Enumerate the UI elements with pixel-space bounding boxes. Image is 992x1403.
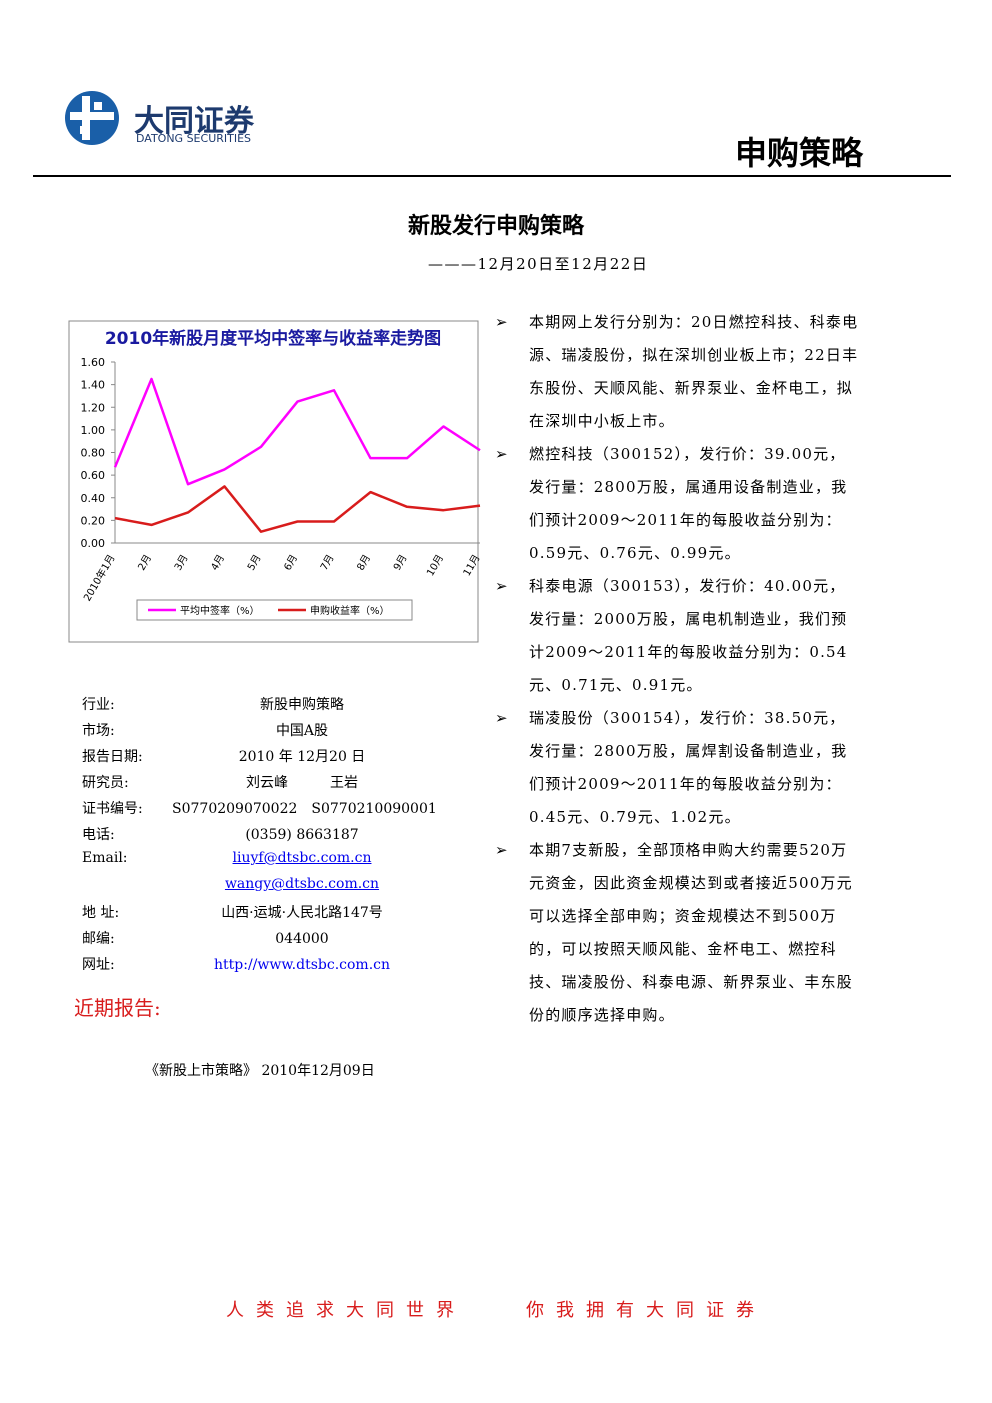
bullet-marker: ➢	[495, 709, 509, 727]
y-tick-label: 0.60	[81, 469, 106, 482]
bullet-text: 瑞凌股份（300154），发行价：38.50元，发行量：2800万股，属焊割设备…	[529, 709, 848, 826]
info-label: 电话:	[82, 827, 115, 843]
logo-cn: 大同证券	[134, 104, 254, 139]
bullet-text: 燃控科技（300152），发行价：39.00元，发行量：2800万股，属通用设备…	[529, 445, 848, 562]
bullet-marker: ➢	[495, 313, 509, 331]
bullet: ➢ 燃控科技（300152），发行价：39.00元，发行量：2800万股，属通用设…	[495, 438, 860, 570]
info-value: liuyf@dtsbc.com.cn	[232, 850, 372, 866]
info-row: 地 址: 山西·运城·人民北路147号	[82, 902, 432, 928]
bullet-list: ➢ 本期网上发行分别为：20日燃控科技、科泰电源、瑞凌股份，拟在深圳创业板上市；2…	[495, 306, 860, 1032]
logo-en: DATONG SECURITIES	[136, 132, 252, 145]
info-value: S0770209070022 S0770210090001	[172, 801, 437, 817]
bullet-text: 本期7支新股，全部顶格申购大约需要520万元资金，因此资金规模达到或者接近500…	[529, 841, 854, 1024]
info-table: 行业: 新股申购策略市场: 中国A股报告日期: 2010 年 12月20 日研究员: 刘…	[82, 694, 437, 980]
info-row: 研究员: 刘云峰 王岩	[82, 772, 432, 798]
info-row: 证书编号: S0770209070022 S0770210090001	[82, 798, 437, 824]
info-label: 研究员:	[82, 775, 129, 791]
info-value: (0359) 8663187	[245, 827, 359, 843]
info-label: Email:	[82, 850, 128, 866]
y-tick-label: 0.40	[81, 492, 106, 505]
chart: 2010年新股月度平均中签率与收益率走势图 0.00 0.20 0.40 0.60 0.…	[68, 320, 483, 643]
info-value: 044000	[275, 931, 329, 947]
legend-label: 申购收益率（%）	[310, 604, 390, 617]
series-line	[114, 485, 481, 533]
series-line	[113, 377, 481, 486]
info-value: 新股申购策略	[260, 697, 344, 713]
chart-frame	[68, 320, 479, 643]
info-label: 市场:	[82, 723, 115, 739]
info-label: 证书编号:	[82, 801, 143, 817]
y-tick-label: 1.40	[81, 379, 106, 392]
bullet: ➢ 瑞凌股份（300154），发行价：38.50元，发行量：2800万股，属焊割设…	[495, 702, 860, 834]
info-value: 山西·运城·人民北路147号	[221, 905, 383, 921]
recent-item: 《新股上市策略》 2010年12月09日	[145, 1063, 375, 1079]
bullet: ➢ 本期网上发行分别为：20日燃控科技、科泰电源、瑞凌股份，拟在深圳创业板上市；2…	[495, 306, 860, 438]
bullet-marker: ➢	[495, 445, 509, 463]
header-rule	[33, 175, 951, 177]
logo-icon	[65, 91, 119, 145]
info-label: 地 址:	[82, 905, 120, 921]
chart-title: 2010年新股月度平均中签率与收益率走势图	[105, 328, 441, 349]
info-value: 中国A股	[275, 723, 329, 739]
info-value: wangy@dtsbc.com.cn	[224, 876, 380, 892]
y-tick-label: 0.80	[81, 447, 106, 460]
info-label: 报告日期:	[82, 749, 143, 765]
y-tick-label: 1.00	[81, 424, 106, 437]
doc-title: 新股发行申购策略	[407, 214, 584, 239]
info-value: 刘云峰 王岩	[246, 775, 358, 791]
bullet-marker: ➢	[495, 841, 509, 859]
recent-heading: 近期报告:	[74, 996, 161, 1020]
info-row: Email: liuyf@dtsbc.com.cn	[82, 850, 432, 876]
category: 申购策略	[735, 134, 864, 172]
info-value: 2010 年 12月20 日	[238, 749, 366, 765]
y-tick-label: 0.00	[81, 537, 106, 550]
bullet-text: 科泰电源（300153），发行价：40.00元，发行量：2000万股，属电机制造…	[529, 577, 848, 694]
y-tick-label: 0.20	[81, 514, 106, 527]
info-row: 报告日期: 2010 年 12月20 日	[82, 746, 432, 772]
doc-subtitle: ———12月20日至12月22日	[428, 255, 649, 273]
info-label: 行业:	[82, 697, 115, 713]
legend-label: 平均中签率（%）	[180, 604, 260, 617]
info-label: 网址:	[82, 957, 115, 973]
info-row: 网址: http://www.dtsbc.com.cn	[82, 954, 432, 980]
bullet-marker: ➢	[495, 577, 509, 595]
bullet: ➢ 科泰电源（300153），发行价：40.00元，发行量：2000万股，属电机制…	[495, 570, 860, 702]
info-label: 邮编:	[82, 931, 115, 947]
legend-box	[136, 599, 413, 621]
y-tick-label: 1.60	[81, 356, 106, 369]
bullet: ➢ 本期7支新股，全部顶格申购大约需要520万元资金，因此资金规模达到或者接近50…	[495, 834, 860, 1032]
info-value: http://www.dtsbc.com.cn	[214, 957, 390, 973]
recent-list: 《新股上市策略》 2010年12月09日	[145, 1060, 375, 1080]
info-row: 电话: (0359) 8663187	[82, 824, 432, 850]
info-row: 市场: 中国A股	[82, 720, 432, 746]
footer: 人类追求大同世界 你我拥有大同证券	[226, 1300, 766, 1321]
bullet-text: 本期网上发行分别为：20日燃控科技、科泰电源、瑞凌股份，拟在深圳创业板上市；22…	[529, 313, 859, 430]
y-tick-label: 1.20	[81, 401, 106, 414]
info-row: 邮编: 044000	[82, 928, 432, 954]
info-row: wangy@dtsbc.com.cn	[82, 876, 432, 902]
info-row: 行业: 新股申购策略	[82, 694, 432, 720]
